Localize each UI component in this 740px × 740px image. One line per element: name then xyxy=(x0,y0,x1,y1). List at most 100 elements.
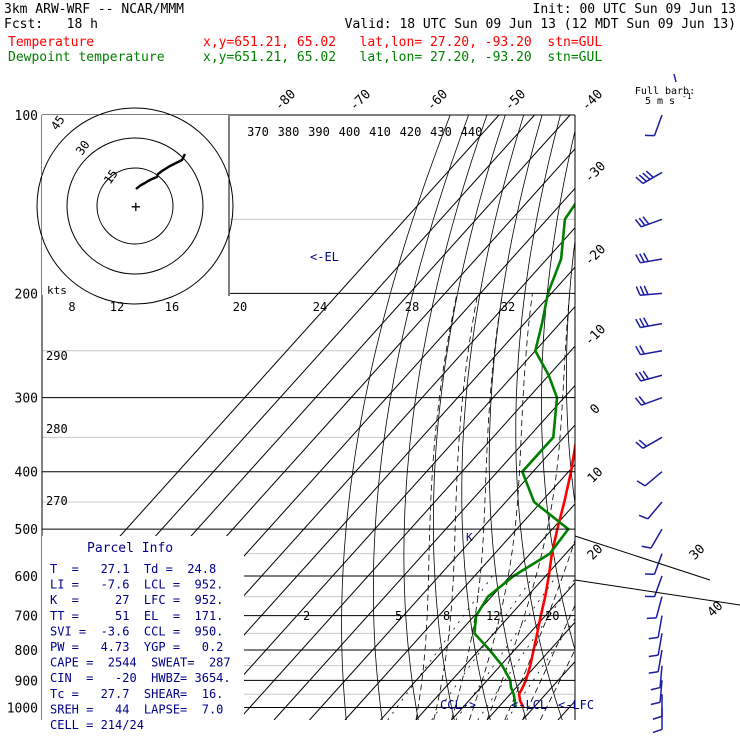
wind-barb-flag xyxy=(638,439,647,447)
parcel-info-box: Parcel Info T = 27.1 Td = 24.8 LI = -7.6 L… xyxy=(42,536,244,732)
wind-barb-flag xyxy=(648,636,659,640)
barb-legend-sample xyxy=(673,73,677,83)
isotherm-line xyxy=(557,700,575,720)
wind-barb xyxy=(648,633,663,658)
moist-adiabat-line xyxy=(468,293,533,720)
isotherm-line xyxy=(486,621,575,720)
wind-barb xyxy=(644,114,663,137)
isotherm-line xyxy=(309,424,575,720)
wind-barb-flag xyxy=(635,441,644,449)
wind-barb-staff xyxy=(655,596,663,619)
barb-legend-exponent: -1 xyxy=(682,92,692,101)
isotherm-line xyxy=(451,582,575,720)
mixing-ratio-label: 5 xyxy=(395,609,402,623)
lfc-marker: <-LFC xyxy=(558,698,594,712)
isotherm-label-top: -80 xyxy=(272,87,299,114)
hodograph-ring-label: 30 xyxy=(73,138,93,158)
isotherm-line xyxy=(202,305,575,720)
wind-barb-staff xyxy=(653,114,663,136)
wind-barb-flag xyxy=(638,514,649,520)
parcel-info-line: LI = -7.6 LCL = 952. xyxy=(50,578,223,592)
wind-barb-flag xyxy=(639,253,645,263)
init-time: Init: 00 UTC Sun 09 Jun 13 xyxy=(532,2,737,17)
parcel-info-title: Parcel Info xyxy=(87,541,173,556)
dry-adiabat-line xyxy=(722,115,740,720)
theta-label-left: 270 xyxy=(46,494,68,508)
parcel-info-line: CAPE = 2544 SWEAT= 287 xyxy=(50,656,231,670)
speed-scale-label: 32 xyxy=(501,300,515,314)
temperature-profile-line xyxy=(517,439,575,709)
moist-adiabat-line xyxy=(486,293,571,720)
wind-barb-flag xyxy=(652,728,663,734)
isotherm-label-top: -40 xyxy=(579,87,606,114)
wind-barb xyxy=(635,345,663,356)
hodograph-center: + xyxy=(131,197,141,216)
wind-barb xyxy=(634,216,663,228)
wind-barb-staff xyxy=(657,649,663,672)
isotherm-line xyxy=(380,503,575,720)
wind-barb xyxy=(644,575,663,598)
dry-adiabat-line xyxy=(372,115,469,720)
theta-label: 440 xyxy=(461,125,483,139)
wind-barb xyxy=(635,317,663,329)
wind-barb-flag xyxy=(635,286,641,296)
k-marker: K xyxy=(466,531,473,544)
dry-adiabat-line xyxy=(541,129,575,652)
parcel-info-line: PW = 4.73 YGP = 0.2 xyxy=(50,640,223,654)
wind-barb xyxy=(650,680,663,706)
wind-barb xyxy=(636,471,663,487)
parcel-info-line: SREH = 44 LAPSE= 7.0 xyxy=(50,702,223,716)
speed-scale-label: 28 xyxy=(405,300,419,314)
wind-barb-flag xyxy=(650,686,661,691)
speed-scale-label: 12 xyxy=(110,300,124,314)
forecast-hour: Fcst: 18 h xyxy=(4,17,98,32)
isotherm-label-top: -60 xyxy=(424,87,451,114)
moist-adiabat-line xyxy=(433,293,479,720)
moist-adiabat-line xyxy=(415,293,458,720)
pressure-label: 800 xyxy=(15,644,38,659)
wind-barb-flag xyxy=(641,545,652,549)
speed-scale-label: 16 xyxy=(165,300,179,314)
parcel-info-line: T = 27.1 Td = 24.8 xyxy=(50,562,216,576)
temperature-legend-label: Temperature xyxy=(8,35,95,50)
pressure-label: 600 xyxy=(15,570,38,585)
wind-barb-flag xyxy=(646,617,657,620)
pressure-label: 200 xyxy=(15,287,38,302)
wind-barb-flag xyxy=(642,172,651,180)
mixing-ratio-label: 2 xyxy=(303,609,310,623)
wind-barb-flag xyxy=(635,176,644,184)
ccl-marker: CCL-> xyxy=(440,698,476,712)
mixing-ratio-label: 12 xyxy=(486,609,500,623)
moist-adiabat-line xyxy=(451,293,503,720)
hodograph-ring xyxy=(66,137,204,275)
wind-barb-flag xyxy=(639,345,645,355)
dry-adiabat-line xyxy=(488,115,543,720)
wind-barb-flag xyxy=(634,372,642,382)
hodograph-background xyxy=(42,115,230,295)
theta-label: 410 xyxy=(369,125,391,139)
isotherm-line xyxy=(594,115,740,720)
lcl-marker: <-LCL xyxy=(511,698,547,712)
wind-barb xyxy=(635,252,663,264)
hodograph-ring-label: 45 xyxy=(48,113,68,133)
el-marker: <-EL xyxy=(310,250,339,264)
parcel-info-line: CIN = -20 HWBZ= 3654. xyxy=(50,671,231,685)
isotherm-line xyxy=(344,463,575,720)
wind-barb-flag xyxy=(639,285,645,296)
hodograph-ring-label: 15 xyxy=(101,167,121,187)
dry-adiabat-line xyxy=(591,115,671,720)
wind-barb-flag xyxy=(635,318,641,328)
wind-barb-flag xyxy=(634,218,642,228)
speed-scale-label: 20 xyxy=(233,300,247,314)
wind-barb-flag xyxy=(642,370,650,380)
wind-barb-staff xyxy=(647,501,663,520)
isotherm-label-right: -10 xyxy=(582,322,609,349)
hodograph-trace xyxy=(135,153,187,190)
valid-time: Valid: 18 UTC Sun 09 Jun 13 (12 MDT Sun … xyxy=(344,17,736,32)
hodograph-units-label: kts xyxy=(47,284,67,297)
wind-barb-flag xyxy=(642,216,650,225)
dry-adiabat-line xyxy=(659,115,740,720)
moist-adiabat-line xyxy=(504,538,575,720)
wind-barb-flag xyxy=(638,217,646,226)
